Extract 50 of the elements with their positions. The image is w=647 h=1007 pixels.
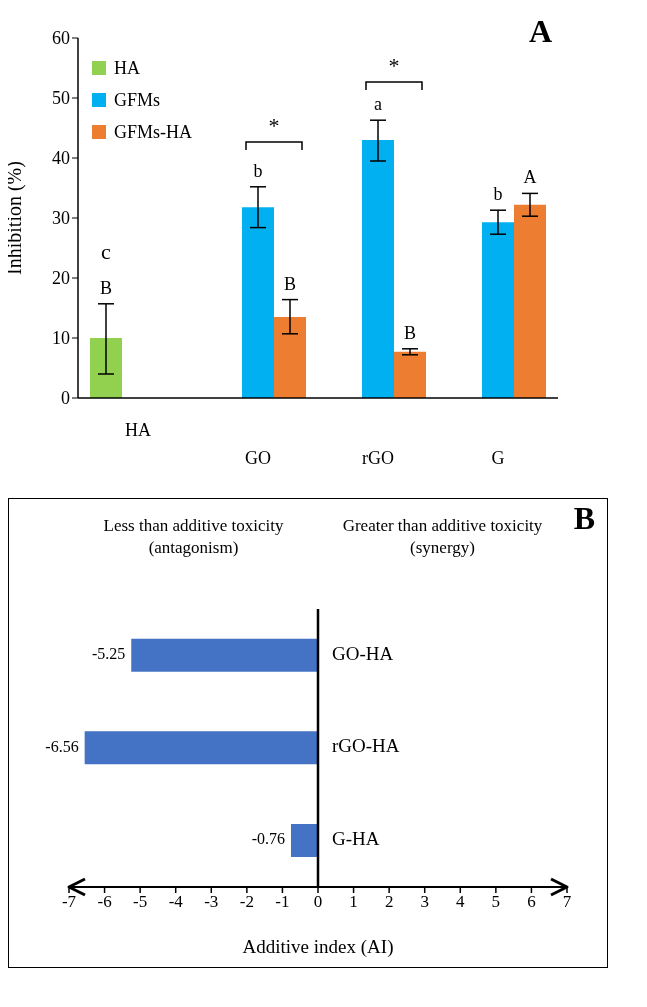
y-tick-label: 10 — [52, 328, 70, 349]
x-tick-label: G — [491, 448, 505, 468]
annotation: c — [101, 239, 112, 265]
x-tick-label: 7 — [562, 892, 572, 912]
x-tick-label: 2 — [384, 892, 394, 912]
x-tick-label: -5 — [133, 892, 148, 912]
y-tick-label: GO-HA — [332, 642, 394, 664]
annotation: A — [528, 13, 552, 49]
x-tick-label: -1 — [275, 892, 290, 912]
y-tick-label: rGO-HA — [332, 735, 400, 757]
text: Less than additive toxicity (antagonism) — [102, 515, 285, 559]
data-label: B — [403, 322, 417, 343]
data-label: B — [99, 277, 113, 298]
x-tick-label: -7 — [61, 892, 77, 912]
x-tick-label: 5 — [491, 892, 501, 912]
data-label: -0.76 — [251, 830, 285, 848]
data-label: -6.56 — [45, 737, 79, 755]
y-tick-label: 60 — [52, 28, 70, 49]
x-tick-label: rGO — [362, 448, 394, 468]
data-label: a — [374, 94, 382, 115]
x-tick-label: 4 — [456, 892, 466, 912]
legend-label: HA — [114, 57, 140, 80]
data-label: b — [493, 184, 503, 205]
data-label: A — [523, 167, 537, 188]
y-axis-title: Inhibition (%) — [3, 161, 27, 275]
x-tick-label: -6 — [97, 892, 112, 912]
annotation: * — [388, 53, 400, 79]
text: Greater than additive toxicity (synergy) — [341, 515, 544, 559]
x-tick-label: -4 — [168, 892, 184, 912]
x-tick-label: GO — [245, 448, 271, 468]
x-tick-label: 1 — [349, 892, 358, 912]
x-tick-label: 0 — [313, 892, 323, 912]
y-tick-label: 20 — [52, 268, 70, 289]
data-label: B — [283, 273, 297, 294]
x-tick-label: -2 — [239, 892, 254, 912]
legend-label: GFMs-HA — [114, 121, 193, 144]
annotation: * — [268, 113, 280, 139]
y-tick-label: 40 — [52, 148, 70, 169]
data-label: b — [253, 160, 263, 181]
x-axis-title: Additive index (AI) — [242, 936, 394, 958]
text: B — [573, 500, 595, 536]
legend-label: GFMs — [114, 89, 161, 112]
data-label: -5.25 — [91, 645, 126, 663]
y-tick-label: G-HA — [332, 828, 380, 850]
y-tick-label: 0 — [61, 388, 70, 409]
y-tick-label: 30 — [52, 208, 70, 229]
x-tick-label: 3 — [420, 892, 429, 912]
x-tick-label: -3 — [204, 892, 219, 912]
x-tick-label: 6 — [527, 892, 536, 912]
y-tick-label: 50 — [52, 88, 70, 109]
